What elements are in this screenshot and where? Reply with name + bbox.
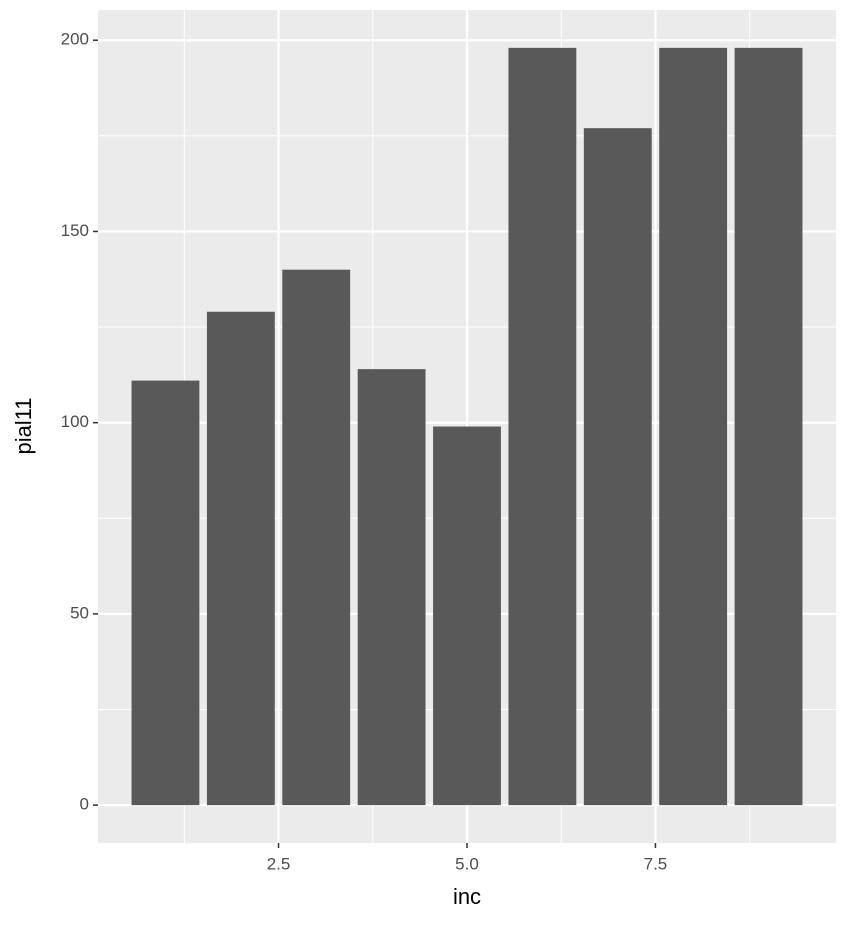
bar xyxy=(357,369,426,806)
y-tick-label: 150 xyxy=(61,221,89,240)
bar xyxy=(508,47,577,806)
bar xyxy=(282,269,351,806)
y-tick-label: 100 xyxy=(61,412,89,431)
bar xyxy=(206,311,275,806)
bar xyxy=(659,47,728,806)
x-tick-label: 5.0 xyxy=(455,854,479,873)
bar xyxy=(583,128,652,806)
y-axis-title: pial11 xyxy=(11,397,36,454)
x-tick-label: 7.5 xyxy=(644,854,668,873)
y-tick-label: 200 xyxy=(61,30,89,49)
bar xyxy=(734,47,803,806)
x-tick-label: 2.5 xyxy=(267,854,291,873)
y-tick-label: 0 xyxy=(80,795,89,814)
bar xyxy=(131,380,200,806)
y-tick-label: 50 xyxy=(70,603,89,622)
bar xyxy=(433,426,501,806)
x-axis-title: inc xyxy=(453,884,481,909)
